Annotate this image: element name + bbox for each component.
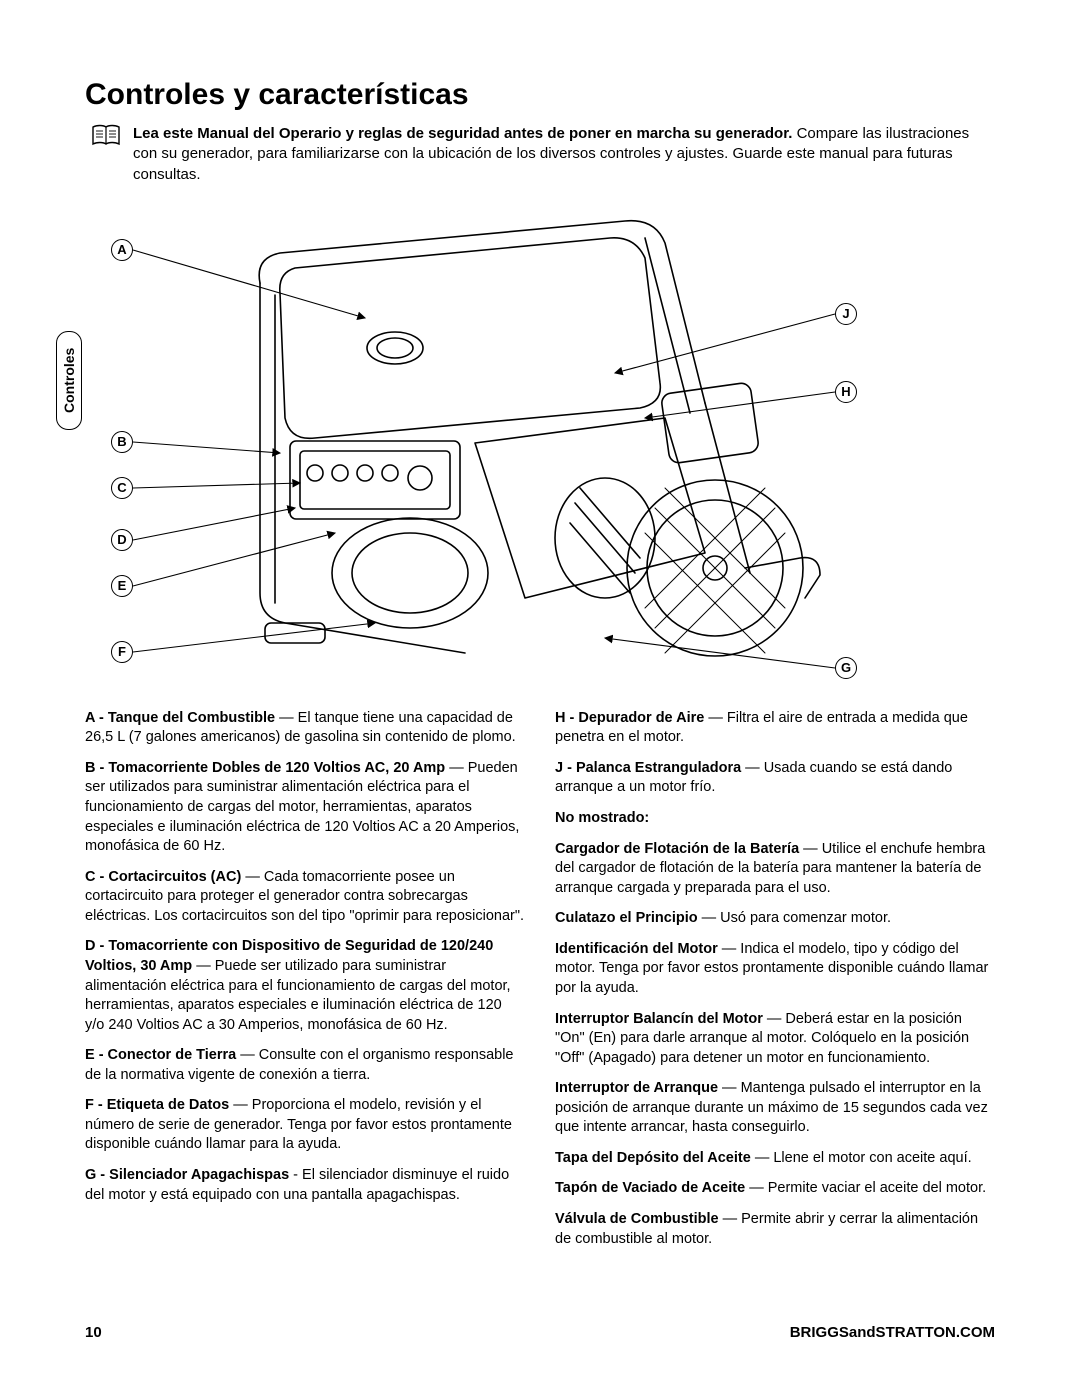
description-item: H - Depurador de Aire — Filtra el aire d… <box>555 709 995 748</box>
description-label: Tapa del Depósito del Aceite <box>555 1150 751 1166</box>
intro-bold: Lea este Manual del Operario y reglas de… <box>133 125 792 142</box>
description-columns: A - Tanque del Combustible — El tanque t… <box>85 709 995 1260</box>
description-text: — Permite vaciar el aceite del motor. <box>745 1180 986 1196</box>
description-item: E - Conector de Tierra — Consulte con el… <box>85 1046 525 1085</box>
description-label: C - Cortacircuitos (AC) <box>85 869 241 885</box>
description-label: E - Conector de Tierra <box>85 1047 236 1063</box>
description-item: Cargador de Flotación de la Batería — Ut… <box>555 840 995 899</box>
description-label: A - Tanque del Combustible <box>85 710 275 726</box>
description-item: Interruptor de Arranque — Mantenga pulsa… <box>555 1079 995 1138</box>
section-tab: Controles <box>56 331 82 430</box>
intro-block: Lea este Manual del Operario y reglas de… <box>91 124 995 185</box>
description-label: Cargador de Flotación de la Batería <box>555 841 799 857</box>
generator-drawing <box>205 203 825 693</box>
intro-text: Lea este Manual del Operario y reglas de… <box>133 124 995 185</box>
description-label: B - Tomacorriente Dobles de 120 Voltios … <box>85 760 445 776</box>
description-item: Identificación del Motor — Indica el mod… <box>555 940 995 999</box>
description-label: G - Silenciador Apagachispas <box>85 1167 289 1183</box>
description-label: Interruptor de Arranque <box>555 1080 718 1096</box>
description-item: Culatazo el Principio — Usó para comenza… <box>555 909 995 929</box>
footer-url: BRIGGSandSTRATTON.COM <box>790 1324 995 1341</box>
description-label: Interruptor Balancín del Motor <box>555 1011 763 1027</box>
description-text: — Usó para comenzar motor. <box>698 910 891 926</box>
page-title: Controles y características <box>85 78 995 112</box>
description-item: Válvula de Combustible — Permite abrir y… <box>555 1210 995 1249</box>
description-label: H - Depurador de Aire <box>555 710 704 726</box>
description-label: F - Etiqueta de Datos <box>85 1097 229 1113</box>
description-label: Culatazo el Principio <box>555 910 698 926</box>
description-label: Válvula de Combustible <box>555 1211 719 1227</box>
diagram: A B C D E F J H G <box>85 203 995 693</box>
right-column: H - Depurador de Aire — Filtra el aire d… <box>555 709 995 1260</box>
not-shown-heading: No mostrado: <box>555 809 995 829</box>
description-label: J - Palanca Estranguladora <box>555 760 741 776</box>
description-item: Interruptor Balancín del Motor — Deberá … <box>555 1010 995 1069</box>
page-footer: 10 BRIGGSandSTRATTON.COM <box>85 1324 995 1341</box>
description-label: Tapón de Vaciado de Aceite <box>555 1180 745 1196</box>
description-label: Identificación del Motor <box>555 941 718 957</box>
description-item: J - Palanca Estranguladora — Usada cuand… <box>555 759 995 798</box>
description-item: G - Silenciador Apagachispas - El silenc… <box>85 1166 525 1205</box>
description-item: C - Cortacircuitos (AC) — Cada tomacorri… <box>85 868 525 927</box>
description-text: — Llene el motor con aceite aquí. <box>751 1150 972 1166</box>
description-item: B - Tomacorriente Dobles de 120 Voltios … <box>85 759 525 857</box>
description-item: Tapón de Vaciado de Aceite — Permite vac… <box>555 1179 995 1199</box>
description-item: Tapa del Depósito del Aceite — Llene el … <box>555 1149 995 1169</box>
description-item: D - Tomacorriente con Dispositivo de Seg… <box>85 937 525 1035</box>
manual-book-icon <box>91 124 121 148</box>
left-column: A - Tanque del Combustible — El tanque t… <box>85 709 525 1260</box>
description-item: F - Etiqueta de Datos — Proporciona el m… <box>85 1096 525 1155</box>
page-number: 10 <box>85 1324 102 1341</box>
description-item: A - Tanque del Combustible — El tanque t… <box>85 709 525 748</box>
